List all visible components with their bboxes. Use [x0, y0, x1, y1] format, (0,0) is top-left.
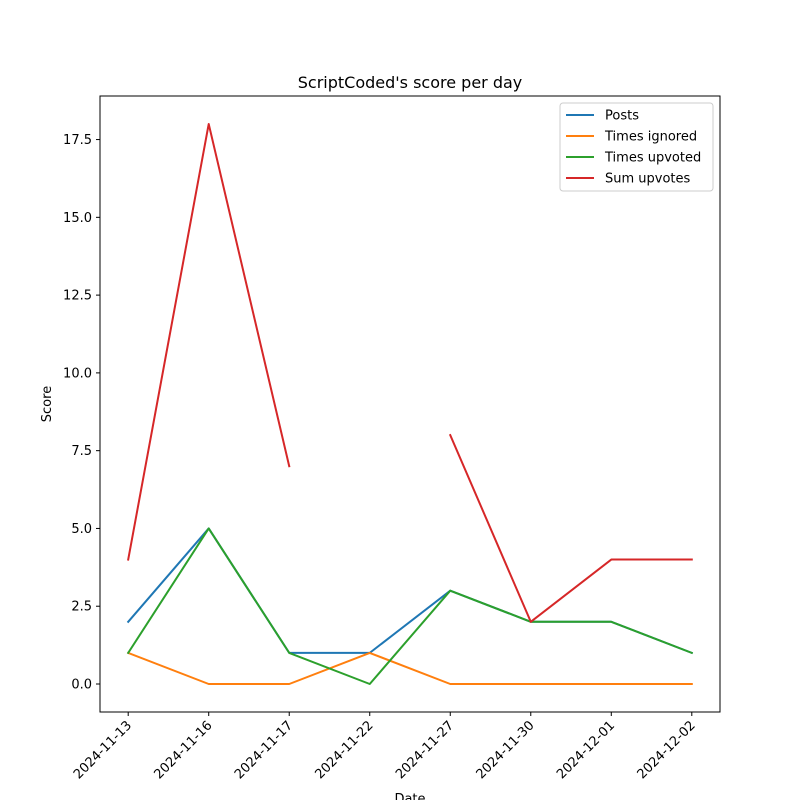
series-line — [127, 123, 693, 623]
series-layer — [126, 123, 694, 685]
y-tick-label: 17.5 — [63, 133, 92, 148]
series-times-ignored — [126, 651, 693, 685]
plot-frame — [99, 95, 721, 713]
y-tick-label: 2.5 — [71, 600, 92, 615]
x-axis-label: Date — [394, 792, 425, 800]
legend-box — [559, 102, 714, 192]
y-tick-label: 0.0 — [71, 678, 92, 693]
legend-label: Times upvoted — [604, 151, 701, 166]
y-tick-label: 15.0 — [63, 211, 92, 226]
y-axis: 0.0 2.5 5.0 7.5 10.0 12.5 15.0 17.5 — [63, 133, 100, 693]
series-line — [126, 651, 693, 685]
legend: Posts Times ignored Times upvoted Sum upvot… — [559, 102, 714, 192]
series-sum-upvotes — [127, 123, 693, 623]
y-axis-label: Score — [40, 386, 55, 422]
legend-label: Posts — [605, 109, 639, 124]
series-line — [126, 527, 694, 685]
y-tick-label: 12.5 — [63, 289, 92, 304]
y-tick-label: 10.0 — [63, 366, 92, 381]
legend-label: Sum upvotes — [605, 172, 691, 187]
series-times-upvoted — [126, 527, 694, 685]
legend-label: Times ignored — [604, 130, 697, 145]
chart-title: ScriptCoded's score per day — [298, 73, 523, 92]
y-tick-label: 5.0 — [71, 522, 92, 537]
y-tick-label: 7.5 — [71, 444, 92, 459]
